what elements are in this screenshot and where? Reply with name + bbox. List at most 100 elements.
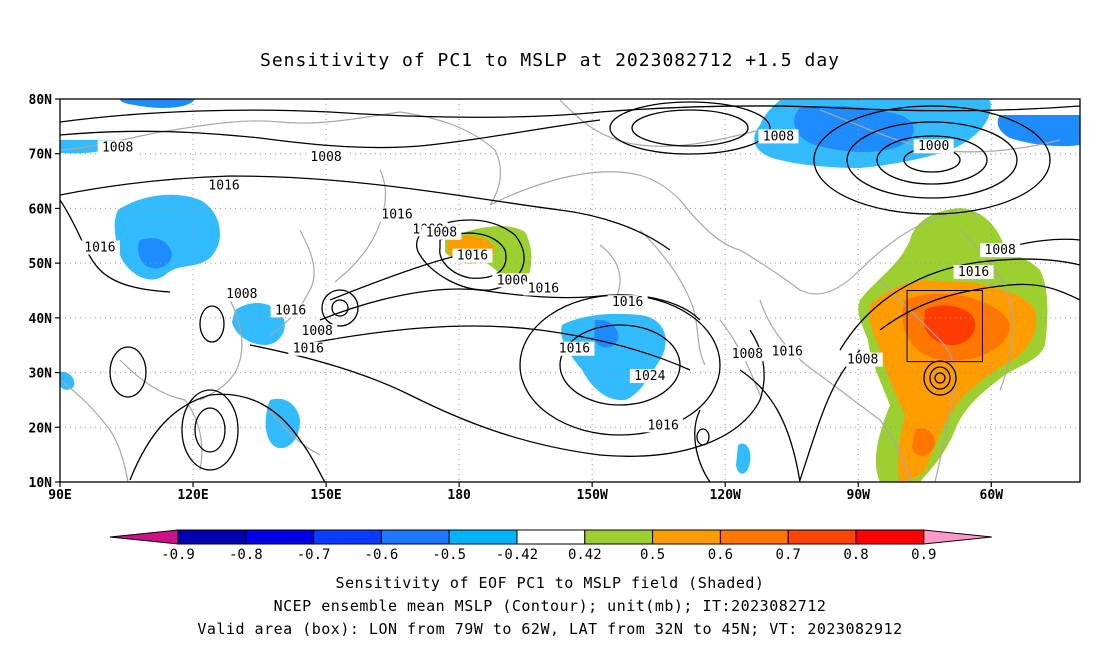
contour-label-bg [554, 341, 595, 356]
colorbar-label: -0.9 [161, 547, 195, 563]
colorbar-label: -0.6 [365, 547, 399, 563]
contour-label: 1016 [275, 303, 306, 318]
lon-tick-label: 150W [577, 488, 608, 503]
caption-shaded: Sensitivity of EOF PC1 to MSLP field (Sh… [335, 574, 765, 592]
contour-label-bg [297, 324, 338, 339]
contour-label-bg [306, 150, 347, 165]
caption-valid-area: Valid area (box): LON from 79W to 62W, L… [197, 620, 903, 638]
colorbar-swatch [719, 529, 789, 545]
contour-label-bg [767, 344, 808, 359]
negative-sensitivity-region [137, 238, 172, 269]
contour-label: 1016 [612, 295, 643, 310]
colorbar-swatch [787, 529, 857, 545]
contour-label: 1016 [457, 249, 488, 264]
figure-title: Sensitivity of PC1 to MSLP at 2023082712… [259, 50, 840, 71]
contour-label-bg [629, 369, 670, 384]
colorbar-swatch [245, 529, 315, 545]
contour-label: 1008 [985, 243, 1016, 258]
contour-label: 1016 [381, 208, 412, 223]
contour-label-bg [270, 303, 311, 318]
colorbar-label: -0.7 [297, 547, 331, 563]
contour-label-bg [607, 295, 648, 310]
positive-sensitivity-region [912, 428, 935, 456]
contour-label: 1008 [102, 140, 133, 155]
lat-lon-grid [60, 99, 1080, 482]
contour-label: 1008 [763, 129, 794, 144]
contour-labels: 1008100810081000101610161008101610081016… [79, 129, 1021, 433]
contour-label: 1008 [302, 324, 333, 339]
colorbar-swatch [516, 529, 586, 545]
lat-tick-label: 70N [29, 148, 53, 163]
colorbar-label: 0.42 [568, 547, 602, 563]
contour-label: 1008 [847, 353, 878, 368]
caption-contour: NCEP ensemble mean MSLP (Contour); unit(… [273, 597, 827, 615]
contour-label-bg [980, 243, 1021, 258]
colorbar-label: -0.8 [229, 547, 263, 563]
positive-sensitivity-region [924, 305, 976, 346]
map-frame [59, 98, 1081, 483]
contour-label-bg [288, 341, 329, 356]
contour-label-bg [421, 225, 462, 240]
colorbar-label: 0.7 [776, 547, 801, 563]
contour-label: 1016 [528, 282, 559, 297]
contour-label: 1016 [84, 240, 115, 255]
lon-tick-label: 60W [980, 488, 1004, 503]
colorbar-swatch [584, 529, 654, 545]
contour-label-bg [79, 240, 120, 255]
negative-sensitivity-region [265, 398, 300, 449]
lon-tick-label: 180 [447, 488, 471, 503]
contour-label: 1000 [497, 273, 528, 288]
lat-tick-label: 80N [29, 93, 53, 108]
lat-tick-label: 60N [29, 202, 53, 217]
lon-tick-label: 90E [48, 488, 71, 503]
contour-label-bg [913, 139, 954, 154]
negative-sensitivity-region [60, 371, 75, 390]
lat-tick-label: 30N [29, 367, 53, 382]
contour-label: 1008 [226, 287, 257, 302]
colorbar: -0.9 -0.8 -0.7 -0.6 -0.5 -0.42 0.42 0.5 0.6 0.7 0.… [109, 529, 992, 563]
colorbar-swatch [652, 529, 721, 545]
contour-label: 1008 [310, 150, 341, 165]
colorbar-low-end [109, 529, 179, 545]
contour-label: 1016 [647, 418, 678, 433]
lon-tick-label: 120E [177, 488, 208, 503]
contour-label-bg [727, 347, 768, 362]
lon-tick-label: 120W [710, 488, 741, 503]
contour-label-bg [452, 248, 493, 263]
contour-label-bg [523, 281, 564, 296]
contour-label: 1008 [426, 226, 457, 241]
colorbar-swatch [313, 529, 382, 545]
colorbar-swatch [448, 529, 518, 545]
latitude-axis: 80N 70N 60N 50N 40N 30N 20N 10N [29, 93, 60, 491]
lat-tick-label: 50N [29, 257, 53, 272]
contour-label-bg [842, 352, 883, 367]
contour-label: 1024 [634, 369, 665, 384]
colorbar-label: -0.5 [432, 547, 466, 563]
contour-label: 1016 [559, 342, 590, 357]
lon-tick-label: 90W [847, 488, 871, 503]
contour-label: 1000 [918, 139, 949, 154]
contour-label: 1016 [958, 265, 989, 280]
contour-label: 1008 [732, 347, 763, 362]
colorbar-swatch [855, 529, 925, 545]
contour-label-bg [221, 286, 262, 301]
contour-label-bg [643, 418, 684, 433]
longitude-axis: 90E 120E 150E 180 150W 120W 90W 60W [48, 482, 1003, 503]
contour-label-bg [97, 140, 138, 155]
colorbar-swatch [177, 529, 247, 545]
colorbar-label: -0.42 [496, 547, 538, 563]
contour-label-bg [377, 207, 418, 222]
colorbar-swatch [380, 529, 450, 545]
contour-label-bg [492, 273, 533, 288]
contour-label-bg [758, 129, 799, 144]
negative-sensitivity-region [736, 443, 751, 474]
colorbar-label: 0.9 [911, 547, 936, 563]
negative-sensitivity-region [120, 99, 195, 108]
lat-tick-label: 20N [29, 421, 53, 436]
colorbar-high-end [923, 529, 992, 545]
negative-sensitivity-region [794, 106, 914, 152]
contour-label-bg [204, 178, 245, 193]
colorbar-label: 0.6 [708, 547, 733, 563]
colorbar-label: 0.8 [843, 547, 868, 563]
